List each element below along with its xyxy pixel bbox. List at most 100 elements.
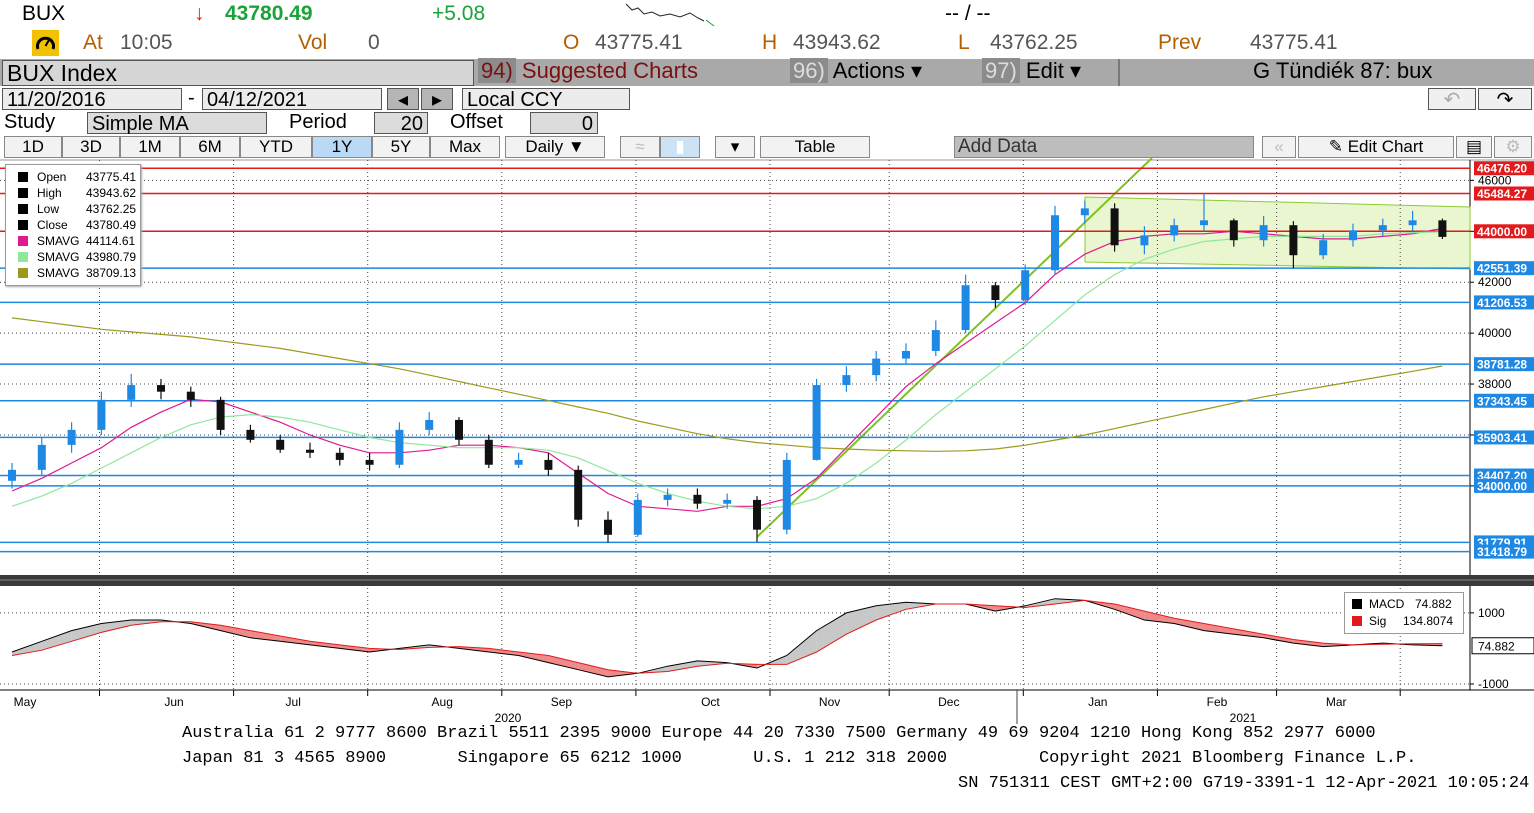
user: G Tündiék 87: bux	[1253, 58, 1433, 83]
period-button[interactable]: YTD	[240, 136, 312, 158]
menu-suggested[interactable]: 94) Suggested Charts	[478, 58, 698, 84]
macd-fill	[1263, 634, 1294, 644]
y-tick-label: -1000	[1478, 677, 1509, 691]
level-label: 38781.28	[1477, 358, 1527, 372]
type-menu[interactable]: ▾	[715, 136, 755, 158]
bar-type[interactable]: ▮	[660, 136, 700, 158]
candle-body	[902, 350, 910, 359]
chart-type[interactable]: ≈	[620, 136, 660, 158]
legend-value: 43775.41	[86, 170, 137, 184]
candle-body	[931, 330, 940, 351]
legend-swatch	[1352, 616, 1362, 626]
study-type[interactable]: Simple MA	[87, 112, 267, 135]
macd-fill	[1293, 639, 1324, 647]
start-date[interactable]: 11/20/2016	[2, 88, 182, 111]
menu-edit[interactable]: 97) Edit ▾	[982, 58, 1081, 84]
period-button[interactable]: 1Y	[312, 136, 372, 158]
candle-body	[1051, 215, 1059, 271]
frequency[interactable]: Daily ▼	[505, 136, 605, 158]
level-label: 31418.79	[1477, 545, 1527, 559]
year-label: 2021	[1230, 711, 1257, 725]
add-data[interactable]: Add Data	[954, 136, 1254, 158]
redo[interactable]: ↷	[1478, 88, 1532, 111]
moving-average	[11, 231, 1443, 510]
candle-body	[1140, 235, 1149, 246]
x-tick-label: Jul	[286, 695, 301, 709]
level-label-box	[1474, 393, 1534, 408]
macd-fill	[1114, 603, 1145, 620]
chart-settings[interactable]: ▤	[1456, 136, 1492, 158]
undo[interactable]: ↶	[1428, 88, 1476, 111]
macd-fill	[1233, 628, 1264, 638]
macd-fill	[608, 669, 638, 677]
candle-body	[157, 385, 165, 392]
macd-fill	[310, 641, 340, 649]
macd-fill	[280, 635, 310, 645]
period-button[interactable]: 6M	[180, 136, 240, 158]
vol-label: Vol	[298, 31, 328, 54]
level-label-box	[1474, 261, 1534, 276]
period-button[interactable]: 1M	[120, 136, 180, 158]
options[interactable]: ⚙	[1494, 136, 1532, 158]
period-button[interactable]: 1D	[4, 136, 62, 158]
level-label: 37343.45	[1477, 394, 1527, 408]
macd-fill	[339, 644, 370, 652]
collapse[interactable]: «	[1262, 136, 1296, 158]
candle-body	[1438, 220, 1447, 237]
candle-body	[425, 419, 434, 430]
macd-fill	[1204, 623, 1234, 635]
period-button[interactable]: Max	[430, 136, 500, 158]
currency[interactable]: Local CCY	[462, 88, 630, 111]
security[interactable]: BUX Index	[2, 60, 474, 86]
macd-fill	[697, 660, 728, 667]
level-label-box	[1474, 544, 1534, 559]
candle-body	[1200, 220, 1208, 226]
candle-body	[663, 494, 672, 500]
moving-average	[11, 317, 1443, 452]
level-label-box	[1474, 161, 1534, 176]
legend-value: 43980.79	[86, 250, 137, 264]
edit-chart[interactable]: ✎ Edit Chart	[1298, 136, 1454, 158]
level-label: 42551.39	[1477, 262, 1527, 276]
candle-body	[1349, 230, 1357, 241]
table-button[interactable]: Table	[760, 136, 870, 158]
macd-line	[11, 599, 1443, 674]
period-button[interactable]: 3D	[62, 136, 120, 158]
level-label: 46476.20	[1477, 162, 1527, 176]
legend-value: 43780.49	[86, 218, 137, 232]
separator	[1118, 59, 1120, 86]
period-button[interactable]: 5Y	[372, 136, 430, 158]
end-date[interactable]: 04/12/2021	[202, 88, 382, 111]
candle-body	[723, 499, 732, 504]
legend-name: SMAVG	[37, 266, 80, 280]
volume: 0	[368, 31, 380, 54]
x-tick-label: May	[14, 695, 37, 709]
study-label: Study	[4, 111, 56, 133]
candle-body	[484, 439, 493, 465]
x-tick-label: Aug	[432, 695, 453, 709]
period-label: Period	[289, 111, 347, 133]
offset-label: Offset	[450, 111, 503, 133]
at-label: At	[83, 31, 103, 54]
legend-value: 43943.62	[86, 186, 137, 200]
x-tick-label: Feb	[1207, 695, 1228, 709]
menu-actions[interactable]: 96) Actions ▾	[790, 58, 922, 84]
candle-body	[455, 419, 463, 440]
macd-fill	[1174, 618, 1204, 631]
macd-fill	[220, 625, 251, 638]
legend-swatch	[18, 252, 28, 262]
level-label: 34000.00	[1477, 479, 1527, 493]
y-tick-label: 1000	[1478, 606, 1505, 620]
candle-body	[872, 358, 881, 376]
next-button[interactable]: ▸	[421, 88, 453, 111]
ticker: BUX	[22, 2, 66, 25]
period[interactable]: 20	[374, 112, 428, 135]
open: 43775.41	[595, 31, 683, 54]
prev-button[interactable]: ◂	[387, 88, 419, 111]
offset[interactable]: 0	[530, 112, 598, 135]
legend-value: 38709.13	[86, 266, 137, 280]
macd-fill	[876, 602, 906, 620]
alert-icon[interactable]	[32, 30, 59, 56]
x-tick-label: Jan	[1088, 695, 1107, 709]
x-tick-label: Jun	[164, 695, 183, 709]
